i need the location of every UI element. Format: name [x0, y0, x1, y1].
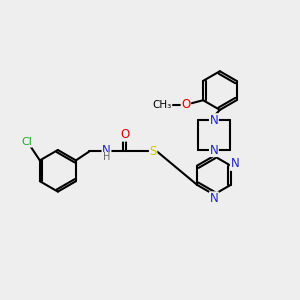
Text: O: O: [120, 128, 130, 141]
Text: N: N: [209, 114, 218, 127]
Text: O: O: [181, 98, 190, 111]
Text: N: N: [230, 157, 239, 170]
Text: N: N: [102, 144, 111, 157]
Text: CH₃: CH₃: [152, 100, 172, 110]
Text: S: S: [149, 145, 157, 158]
Text: H: H: [103, 152, 110, 162]
Text: N: N: [209, 143, 218, 157]
Text: N: N: [209, 192, 218, 205]
Text: Cl: Cl: [21, 137, 32, 147]
